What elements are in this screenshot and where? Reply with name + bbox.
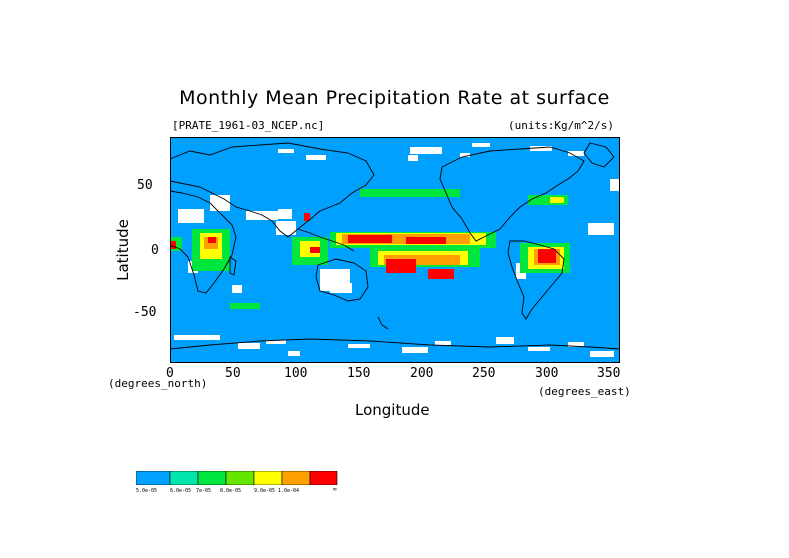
legend-label: 8.0e-05 (220, 488, 242, 494)
x-right-note: (degrees_east) (538, 385, 631, 398)
y-tick-label: -50 (133, 305, 157, 320)
legend-swatch (169, 471, 199, 485)
y-tick-label: 50 (137, 178, 153, 193)
legend-label: 9.0e-05 (254, 488, 276, 494)
x-tick-label: 0 (166, 366, 174, 381)
precipitation-map (170, 137, 620, 363)
x-tick-label: 50 (225, 366, 241, 381)
map-frame (170, 137, 620, 363)
x-tick-label: 100 (284, 366, 308, 381)
legend-label: 5.0e-05 (136, 488, 158, 494)
coastlines (170, 142, 620, 350)
legend-swatch (225, 471, 255, 485)
x-tick-label: 350 (597, 366, 621, 381)
legend-label: ∞ (333, 486, 337, 493)
color-legend-bar (136, 471, 338, 485)
legend-label: 1.0e-04 (278, 488, 300, 494)
x-left-note: (degrees_north) (108, 377, 208, 390)
y-axis-title: Latitude (114, 219, 132, 281)
precip-band-red (170, 213, 556, 279)
legend-label: 7e-05 (196, 488, 212, 494)
units-label: (units:Kg/m^2/s) (508, 119, 614, 132)
legend-swatch (281, 471, 311, 485)
x-tick-label: 250 (472, 366, 496, 381)
y-tick-label: 0 (151, 243, 159, 258)
file-label: [PRATE_1961-03_NCEP.nc] (172, 119, 325, 132)
legend-swatch (253, 471, 283, 485)
map-title: Monthly Mean Precipitation Rate at surfa… (179, 87, 610, 109)
x-tick-label: 150 (347, 366, 371, 381)
x-tick-label: 300 (535, 366, 559, 381)
x-axis-title: Longitude (355, 401, 430, 419)
legend-label: 6.0e-05 (170, 488, 192, 494)
x-tick-label: 200 (410, 366, 434, 381)
legend-swatch (197, 471, 227, 485)
legend-swatch (309, 471, 338, 485)
legend-swatch (136, 471, 171, 485)
